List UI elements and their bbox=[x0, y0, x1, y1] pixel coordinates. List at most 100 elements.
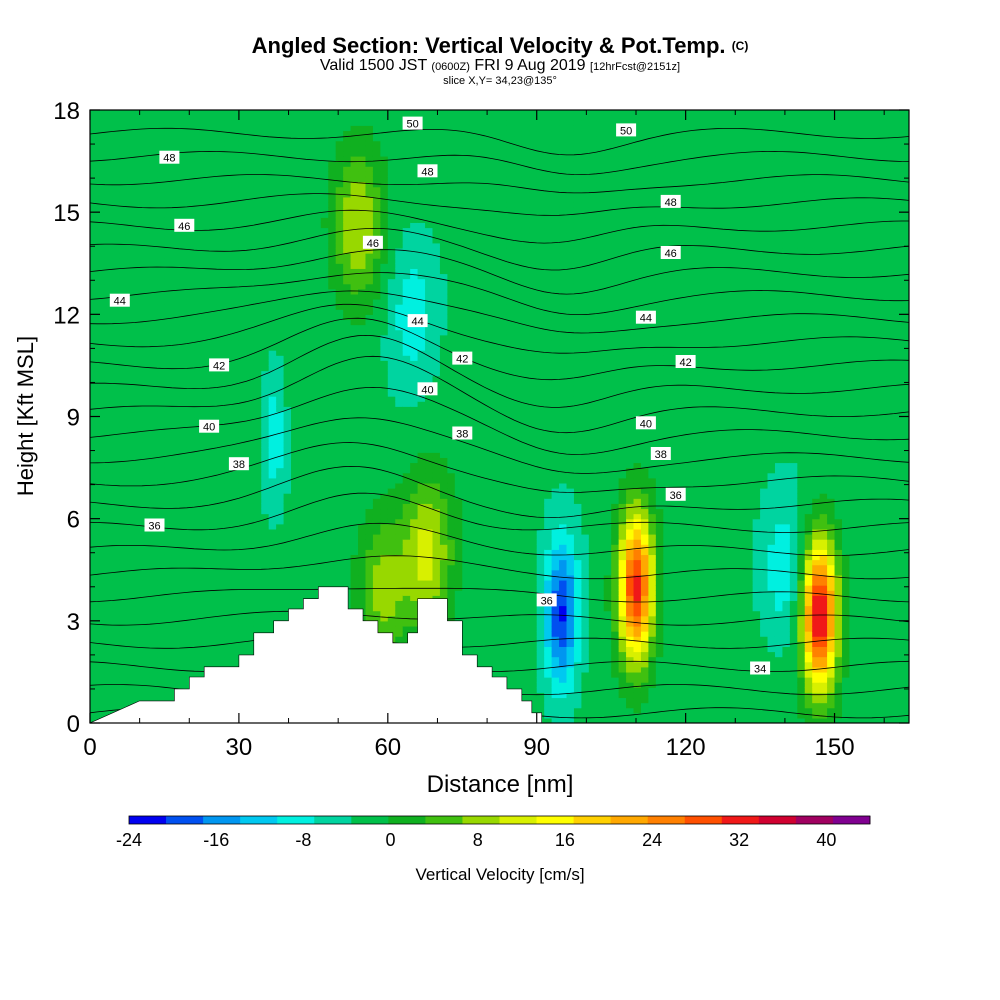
velocity-cell bbox=[164, 191, 173, 198]
velocity-cell bbox=[90, 610, 99, 617]
velocity-cell bbox=[253, 549, 262, 556]
velocity-cell bbox=[179, 293, 188, 300]
velocity-cell bbox=[186, 605, 195, 612]
velocity-cell bbox=[104, 436, 113, 443]
velocity-cell bbox=[372, 396, 381, 402]
velocity-cell bbox=[112, 242, 121, 249]
velocity-cell bbox=[238, 431, 247, 438]
velocity-cell bbox=[372, 569, 381, 576]
velocity-cell bbox=[149, 396, 158, 402]
velocity-cell bbox=[112, 365, 121, 372]
velocity-cell bbox=[90, 385, 99, 392]
velocity-cell bbox=[134, 135, 143, 142]
velocity-cell bbox=[305, 176, 314, 183]
velocity-cell bbox=[134, 636, 143, 642]
velocity-cell bbox=[313, 513, 322, 520]
velocity-cell bbox=[343, 288, 352, 295]
velocity-cell bbox=[313, 207, 322, 213]
velocity-cell bbox=[328, 380, 337, 387]
velocity-cell bbox=[246, 130, 255, 137]
velocity-cell bbox=[164, 186, 173, 193]
velocity-cell bbox=[387, 431, 396, 438]
velocity-cell bbox=[298, 457, 307, 464]
velocity-cell bbox=[127, 355, 136, 361]
velocity-cell bbox=[372, 110, 381, 116]
velocity-cell bbox=[246, 166, 255, 172]
velocity-cell bbox=[104, 339, 113, 346]
velocity-cell bbox=[358, 488, 367, 494]
velocity-cell bbox=[358, 125, 367, 132]
velocity-cell bbox=[335, 253, 344, 259]
velocity-cell bbox=[276, 442, 285, 448]
velocity-cell bbox=[216, 401, 225, 407]
velocity-cell bbox=[149, 411, 158, 418]
velocity-cell bbox=[350, 155, 359, 162]
velocity-cell bbox=[291, 467, 300, 474]
velocity-cell bbox=[164, 620, 173, 627]
velocity-cell bbox=[149, 293, 158, 300]
velocity-cell bbox=[104, 390, 113, 397]
velocity-cell bbox=[350, 222, 359, 229]
velocity-cell bbox=[127, 293, 136, 300]
velocity-cell bbox=[127, 600, 136, 607]
velocity-cell bbox=[104, 329, 113, 336]
velocity-cell bbox=[104, 600, 113, 607]
velocity-cell bbox=[253, 472, 262, 479]
velocity-cell bbox=[320, 329, 329, 336]
velocity-cell bbox=[142, 135, 151, 142]
velocity-cell bbox=[134, 370, 143, 377]
velocity-cell bbox=[90, 457, 99, 464]
velocity-cell bbox=[216, 508, 225, 515]
velocity-cell bbox=[261, 181, 270, 188]
velocity-cell bbox=[104, 513, 113, 520]
velocity-cell bbox=[231, 135, 240, 142]
velocity-cell bbox=[142, 350, 151, 356]
velocity-cell bbox=[365, 319, 374, 326]
velocity-cell bbox=[209, 472, 218, 479]
velocity-cell bbox=[320, 544, 329, 550]
velocity-cell bbox=[328, 554, 337, 561]
velocity-cell bbox=[142, 579, 151, 586]
velocity-cell bbox=[268, 431, 277, 438]
velocity-cell bbox=[291, 344, 300, 351]
velocity-cell bbox=[142, 574, 151, 581]
velocity-cell bbox=[291, 411, 300, 418]
velocity-cell bbox=[97, 314, 106, 321]
velocity-cell bbox=[179, 549, 188, 556]
velocity-cell bbox=[149, 110, 158, 116]
velocity-cell bbox=[328, 334, 337, 341]
velocity-cell bbox=[380, 462, 389, 469]
velocity-cell bbox=[149, 370, 158, 377]
velocity-cell bbox=[335, 329, 344, 336]
velocity-cell bbox=[171, 488, 180, 494]
velocity-cell bbox=[112, 477, 121, 484]
velocity-cell bbox=[157, 687, 166, 693]
velocity-cell bbox=[194, 186, 203, 193]
velocity-cell bbox=[298, 411, 307, 418]
velocity-cell bbox=[112, 452, 121, 458]
velocity-cell bbox=[186, 631, 195, 637]
velocity-cell bbox=[209, 350, 218, 356]
velocity-cell bbox=[320, 380, 329, 387]
velocity-cell bbox=[313, 196, 322, 203]
velocity-cell bbox=[380, 207, 389, 213]
velocity-cell bbox=[224, 309, 233, 315]
velocity-cell bbox=[387, 559, 396, 566]
velocity-cell bbox=[224, 370, 233, 377]
velocity-cell bbox=[358, 549, 367, 556]
velocity-cell bbox=[164, 508, 173, 515]
velocity-cell bbox=[365, 115, 374, 121]
velocity-cell bbox=[231, 396, 240, 402]
velocity-cell bbox=[157, 309, 166, 315]
velocity-cell bbox=[335, 426, 344, 433]
velocity-cell bbox=[142, 564, 151, 571]
velocity-cell bbox=[194, 610, 203, 617]
velocity-cell bbox=[179, 263, 188, 269]
velocity-cell bbox=[298, 421, 307, 428]
velocity-cell bbox=[358, 110, 367, 116]
velocity-cell bbox=[328, 574, 337, 581]
velocity-cell bbox=[164, 416, 173, 423]
velocity-cell bbox=[291, 554, 300, 561]
velocity-cell bbox=[276, 242, 285, 249]
velocity-cell bbox=[283, 421, 292, 428]
